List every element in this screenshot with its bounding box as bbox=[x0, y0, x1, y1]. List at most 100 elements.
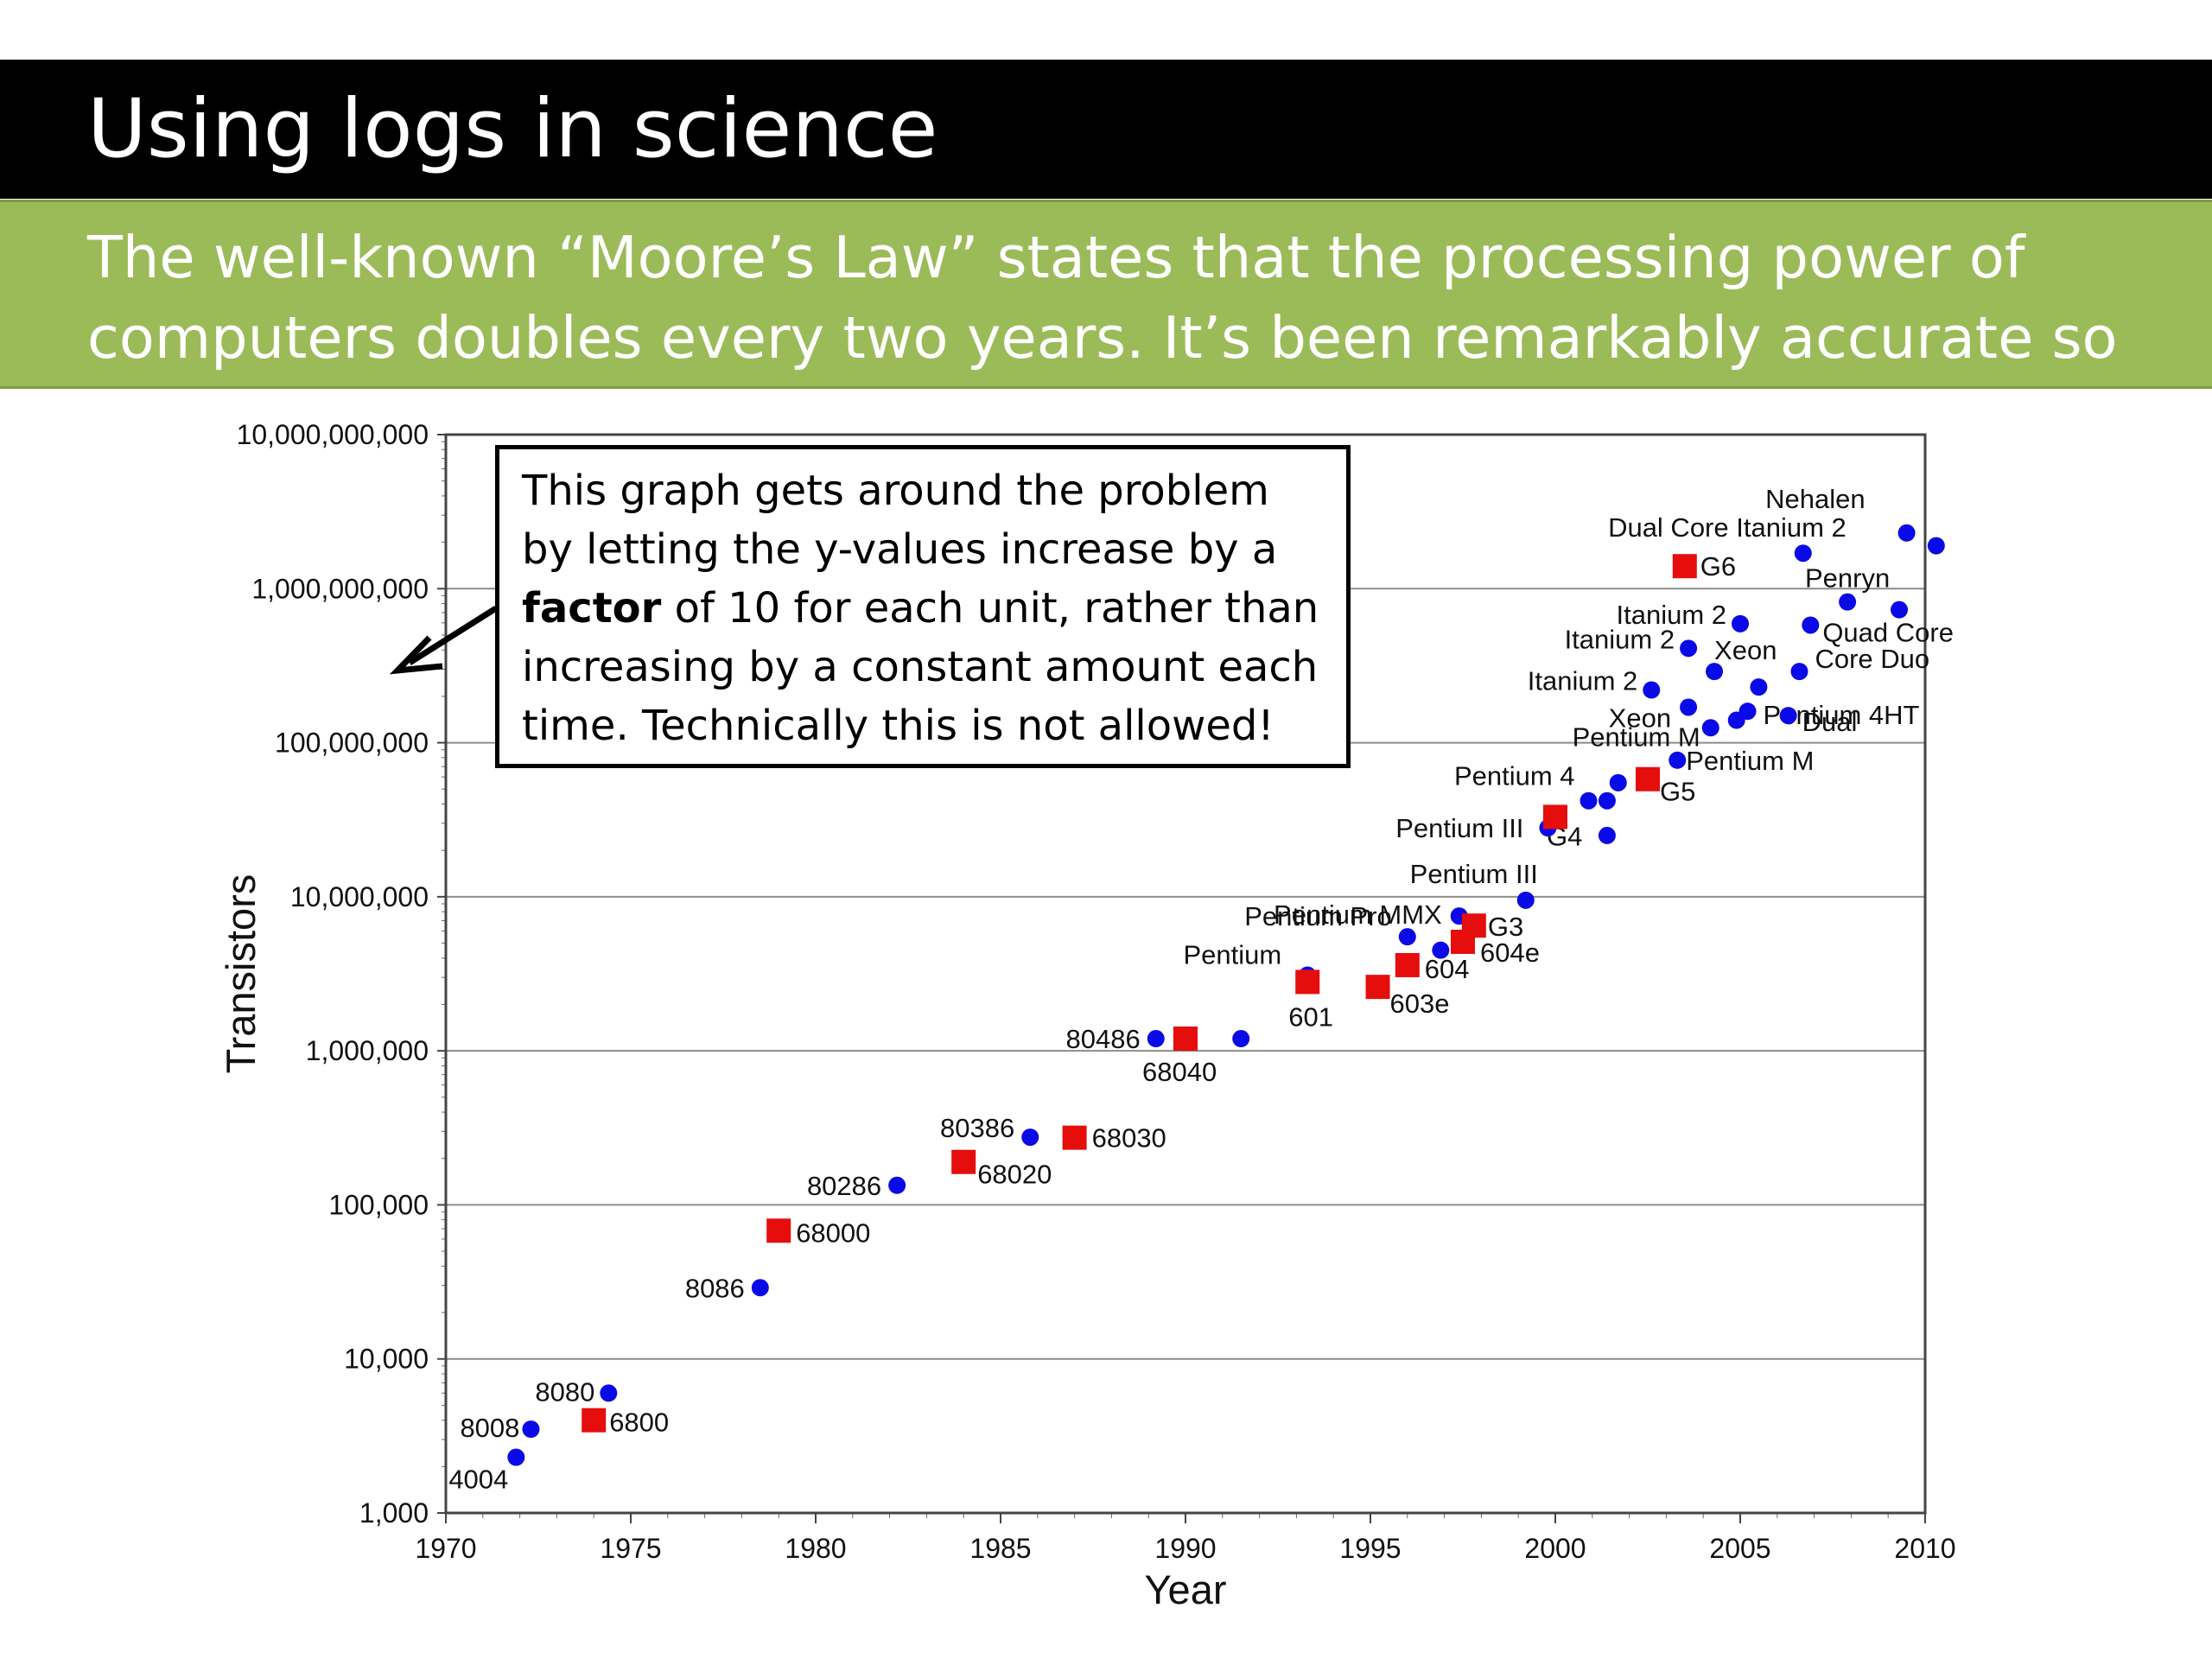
data-point-circle bbox=[1779, 707, 1797, 725]
point-label: Xeon bbox=[1609, 702, 1671, 733]
point-label: G6 bbox=[1700, 551, 1736, 582]
x-tick-label: 2000 bbox=[1524, 1533, 1586, 1564]
point-label: Pentium bbox=[1184, 940, 1282, 970]
y-tick-label: 10,000 bbox=[344, 1344, 429, 1375]
x-tick-label: 2005 bbox=[1709, 1533, 1770, 1564]
data-point-circle bbox=[1701, 719, 1719, 737]
point-label: 8008 bbox=[460, 1413, 519, 1443]
plot-frame bbox=[444, 433, 1927, 1515]
y-tick-label: 10,000,000 bbox=[290, 881, 429, 912]
data-point-circle bbox=[1680, 698, 1698, 716]
data-point-circle bbox=[1598, 791, 1616, 810]
point-label: Pentium M bbox=[1573, 721, 1700, 752]
data-point-square bbox=[1461, 913, 1486, 938]
data-point-circle bbox=[1609, 773, 1627, 791]
x-tick-label: 1995 bbox=[1339, 1533, 1401, 1564]
data-point-circle bbox=[522, 1421, 540, 1439]
point-label: Xeon bbox=[1714, 635, 1777, 665]
callout-text-before: This graph gets around the problem by le… bbox=[522, 467, 1278, 574]
x-tick-label: 1990 bbox=[1154, 1533, 1216, 1564]
data-point-circle bbox=[1643, 681, 1661, 699]
x-tick-label: 1970 bbox=[415, 1533, 476, 1564]
x-tick-label: 1985 bbox=[969, 1533, 1031, 1564]
data-point-circle bbox=[1021, 1128, 1039, 1147]
point-label: 601 bbox=[1288, 1001, 1333, 1032]
point-label: Pentium III bbox=[1395, 813, 1523, 843]
point-label: Quad Core bbox=[1822, 617, 1954, 647]
y-tick-label: 1,000 bbox=[359, 1497, 429, 1529]
point-label: 80386 bbox=[940, 1113, 1014, 1143]
data-point-square bbox=[1173, 1027, 1198, 1052]
x-axis-label: Year bbox=[1145, 1567, 1227, 1612]
y-tick-label: 1,000,000 bbox=[306, 1035, 429, 1066]
data-point-circle bbox=[1706, 663, 1724, 681]
data-point-circle bbox=[1232, 1030, 1250, 1048]
point-label: 603e bbox=[1390, 988, 1450, 1019]
data-point-square bbox=[582, 1408, 607, 1433]
point-label: Itanium 2 bbox=[1565, 624, 1675, 654]
data-point-circle bbox=[1398, 928, 1416, 946]
data-point-circle bbox=[1891, 601, 1909, 619]
point-label: Dual bbox=[1802, 707, 1858, 737]
y-axis-label: Transistors bbox=[218, 874, 264, 1074]
data-point-circle bbox=[1598, 826, 1616, 844]
data-point-circle bbox=[1516, 891, 1535, 909]
data-point-circle bbox=[1802, 616, 1820, 634]
x-tick-labels: 1970 1975 1980 1985 1990 1995 2000 2005 2010 bbox=[415, 1533, 1955, 1564]
point-labels: 4004 8008 8080 8086 80286 80386 80486 Pentium Pe… bbox=[448, 484, 1954, 1495]
point-label: 68000 bbox=[796, 1217, 870, 1248]
data-point-square bbox=[766, 1218, 791, 1243]
callout-arrow bbox=[389, 606, 498, 675]
data-point-circle bbox=[1738, 702, 1757, 721]
data-markers bbox=[507, 524, 1945, 1466]
point-label: 8080 bbox=[535, 1376, 594, 1407]
title-bar: Using logs in science bbox=[0, 60, 2212, 199]
data-point-circle bbox=[1839, 593, 1857, 611]
point-label: Dual Core Itanium 2 bbox=[1608, 512, 1847, 543]
slide-title: Using logs in science bbox=[87, 82, 938, 176]
point-label: Nehalen bbox=[1765, 484, 1865, 514]
x-tick-label: 2010 bbox=[1894, 1533, 1955, 1564]
point-label: 4004 bbox=[448, 1465, 508, 1495]
data-point-square bbox=[1295, 969, 1320, 995]
callout-box: This graph gets around the problem by le… bbox=[495, 445, 1351, 768]
point-label: Core Duo bbox=[1815, 644, 1929, 674]
data-point-circle bbox=[1927, 537, 1945, 555]
x-tick-label: 1980 bbox=[785, 1533, 846, 1564]
data-point-circle bbox=[1790, 663, 1808, 681]
data-point-circle bbox=[751, 1279, 769, 1297]
point-label: 8086 bbox=[685, 1273, 745, 1303]
y-tick-label: 10,000,000,000 bbox=[237, 419, 429, 450]
slide-subtitle: The well-known “Moore’s Law” states that… bbox=[87, 224, 2118, 452]
data-point-circle bbox=[888, 1176, 906, 1194]
point-label: 6800 bbox=[609, 1408, 669, 1438]
point-label: Penryn bbox=[1805, 563, 1890, 594]
point-label: 604 bbox=[1425, 954, 1470, 984]
y-tick-labels: 1,000 10,000 100,000 1,000,000 10,000,000 100… bbox=[237, 419, 429, 1529]
subtitle-bar: The well-known “Moore’s Law” states that… bbox=[0, 200, 2212, 452]
point-label: 68020 bbox=[977, 1160, 1052, 1190]
data-point-square bbox=[1672, 554, 1697, 579]
callout-text-after: of 10 for each unit, rather than increas… bbox=[522, 584, 1319, 750]
point-label: Pentium Pro bbox=[1244, 901, 1392, 931]
data-point-circle bbox=[1897, 524, 1916, 542]
data-point-circle bbox=[1147, 1030, 1165, 1048]
point-label: Pentium MMX bbox=[1274, 899, 1442, 930]
data-point-square bbox=[1365, 975, 1390, 1000]
point-label: 604e bbox=[1480, 938, 1540, 968]
data-point-circle bbox=[1750, 678, 1768, 696]
data-point-circle bbox=[1669, 751, 1687, 769]
data-point-square bbox=[1395, 952, 1420, 977]
point-label: 68040 bbox=[1142, 1057, 1217, 1087]
point-label: Pentium 4 bbox=[1454, 761, 1575, 791]
point-label: 68030 bbox=[1092, 1123, 1166, 1154]
data-point-square bbox=[1543, 804, 1567, 830]
y-tick-label: 100,000 bbox=[328, 1189, 429, 1220]
callout-bold-word: factor bbox=[522, 584, 662, 632]
data-point-square bbox=[951, 1149, 976, 1174]
x-tick-label: 1975 bbox=[600, 1533, 661, 1564]
point-label: Itanium 2 bbox=[1528, 666, 1638, 696]
y-tick-label: 100,000,000 bbox=[275, 728, 429, 759]
point-label: Pentium III bbox=[1410, 859, 1538, 889]
data-point-square bbox=[1636, 766, 1660, 791]
